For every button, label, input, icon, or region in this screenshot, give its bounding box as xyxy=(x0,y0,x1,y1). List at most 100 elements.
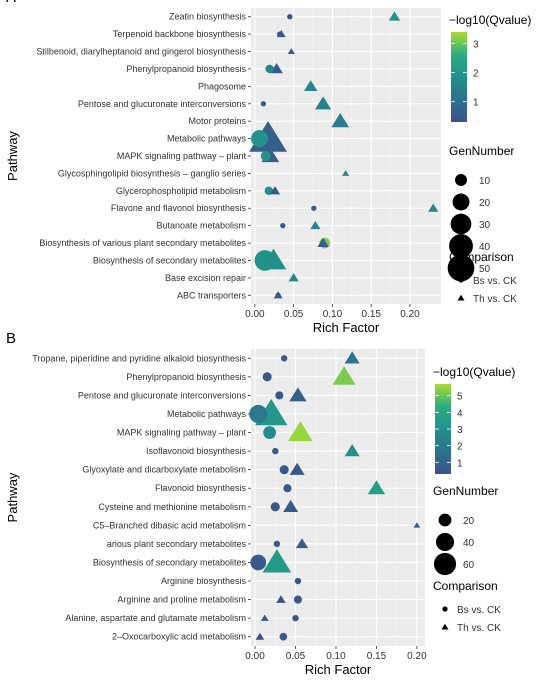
y-tick-label: Motor proteins xyxy=(188,116,246,126)
point-th-vs-ck xyxy=(255,632,265,640)
point-bs-vs-ck xyxy=(287,14,293,20)
y-tick-label: 2–Oxocarboxylic acid metabolism xyxy=(112,632,246,642)
point-th-vs-ck xyxy=(289,387,307,402)
size-legend-dot xyxy=(452,193,470,211)
color-legend-title: −log10(Qvalue) xyxy=(449,13,531,27)
point-bs-vs-ck xyxy=(262,372,272,382)
panel-b: B Tropane, piperidine and pyridine alkalo… xyxy=(5,330,515,677)
panel-label: B xyxy=(6,330,16,347)
y-tick-label: Butanoate metabolism xyxy=(156,221,246,231)
shape-legend-label: Th vs. CK xyxy=(473,294,517,305)
point-bs-vs-ck xyxy=(260,151,271,161)
point-bs-vs-ck xyxy=(272,447,279,455)
point-th-vs-ck xyxy=(288,421,313,442)
y-tick-label: MAPK signaling pathway – plant xyxy=(117,428,247,438)
y-tick-label: ABC transporters xyxy=(177,290,247,300)
grid-lines xyxy=(251,349,425,646)
point-bs-vs-ck xyxy=(250,554,267,571)
y-tick-label: Biosynthesis of secondary metabolites xyxy=(93,557,247,567)
size-legend-label: 10 xyxy=(479,176,491,187)
y-tick-label: Glycerophospholipid metabolism xyxy=(116,186,246,196)
color-legend-bar xyxy=(435,384,451,474)
y-tick-label: Isoflavonoid biosynthesis xyxy=(146,446,247,456)
y-tick-label: Glycosphingolipid biosynthesis – ganglio… xyxy=(58,168,247,178)
x-axis-title: Rich Factor xyxy=(305,662,372,677)
size-legend-label: 20 xyxy=(463,516,475,527)
point-bs-vs-ck xyxy=(280,222,286,229)
size-legend-label: 60 xyxy=(463,560,475,571)
y-tick-label: Alanine, aspartate and glutamate metabol… xyxy=(65,613,246,623)
point-bs-vs-ck xyxy=(251,130,268,148)
data-points xyxy=(249,11,439,299)
y-tick-label: Metabolic pathways xyxy=(167,134,247,144)
y-tick-label: Metabolic pathways xyxy=(167,409,247,419)
point-th-vs-ck xyxy=(315,96,332,110)
y-tick-label: MAPK signaling pathway – plant xyxy=(117,151,247,161)
y-tick-label: arious plant secondary metabolites xyxy=(107,539,247,549)
point-th-vs-ck xyxy=(310,220,321,230)
point-th-vs-ck xyxy=(260,614,269,621)
shape-legend-triangle xyxy=(457,294,465,301)
point-th-vs-ck xyxy=(344,351,360,364)
size-legend-dot xyxy=(450,213,472,235)
panel-a: A Zeatin biosynthesis Terpenoid backbone b… xyxy=(5,0,531,335)
y-tick-label: Stilbenoid, diarylheptanoid and gingerol… xyxy=(36,47,246,57)
point-bs-vs-ck xyxy=(294,577,302,585)
y-tick-label: Pentose and glucuronate interconversions xyxy=(78,390,247,400)
point-bs-vs-ck xyxy=(275,391,284,400)
size-legend-label: 40 xyxy=(479,242,491,253)
y-tick-label: Phenylpropanoid biosynthesis xyxy=(126,372,246,382)
data-points xyxy=(249,351,421,641)
point-bs-vs-ck xyxy=(273,540,281,548)
point-th-vs-ck xyxy=(289,462,305,475)
size-legend-label: 40 xyxy=(463,538,475,549)
y-axis-title: Pathway xyxy=(5,472,20,522)
x-tick-label: 0.15 xyxy=(361,309,381,320)
y-tick-label: Biosynthesis of secondary metabolites xyxy=(93,255,247,265)
shape-legend-circle xyxy=(458,277,464,283)
size-legend-dot xyxy=(449,234,473,258)
point-bs-vs-ck xyxy=(280,355,288,362)
point-bs-vs-ck xyxy=(279,632,288,641)
y-tick-label: Phenylpropanoid biosynthesis xyxy=(126,64,246,74)
point-th-vs-ck xyxy=(283,499,299,512)
x-tick-label: 0.20 xyxy=(407,651,427,662)
shape-legend-label: Bs vs. CK xyxy=(457,605,501,616)
x-tick-label: 0.20 xyxy=(400,309,420,320)
x-tick-label: 0.00 xyxy=(245,651,265,662)
point-bs-vs-ck xyxy=(279,465,289,475)
size-legend-title: GenNumber xyxy=(449,144,514,158)
shape-legend-label: Bs vs. CK xyxy=(473,276,517,287)
y-tick-label: Pentose and glucuronate interconversions xyxy=(78,99,247,109)
point-th-vs-ck xyxy=(270,63,283,74)
color-tick-label: 3 xyxy=(473,40,479,51)
point-th-vs-ck xyxy=(331,113,350,128)
x-tick-label: 0.05 xyxy=(284,309,304,320)
point-bs-vs-ck xyxy=(283,484,292,493)
point-th-vs-ck xyxy=(367,480,386,495)
point-bs-vs-ck xyxy=(275,292,281,298)
color-tick-label: 3 xyxy=(457,425,463,436)
color-legend-title: −log10(Qvalue) xyxy=(433,365,515,379)
size-legend-label: 50 xyxy=(479,264,491,275)
shape-legend-title: Comparison xyxy=(449,250,514,264)
y-tick-label: Flavonoid biosynthesis xyxy=(155,483,247,493)
point-bs-vs-ck xyxy=(311,205,317,211)
shape-legend-title: Comparison xyxy=(433,579,498,593)
point-th-vs-ck xyxy=(260,248,287,270)
y-tick-label: C5–Branched dibasic acid metabolism xyxy=(93,520,246,530)
color-tick-label: 4 xyxy=(457,408,463,419)
point-bs-vs-ck xyxy=(249,404,268,424)
point-th-vs-ck xyxy=(295,538,309,549)
y-tick-label: Cysteine and methionine metabolism xyxy=(98,502,246,512)
point-th-vs-ck xyxy=(342,170,350,176)
size-legend-label: 30 xyxy=(479,220,491,231)
color-tick-label: 1 xyxy=(473,98,479,109)
color-tick-label: 2 xyxy=(457,442,463,453)
point-th-vs-ck xyxy=(332,366,356,385)
y-tick-label: Flavone and flavonol biosynthesis xyxy=(111,203,247,213)
size-legend-dot xyxy=(435,532,455,552)
y-tick-label: Arginine and proline metabolism xyxy=(117,595,246,605)
size-legend-dot xyxy=(438,513,452,527)
